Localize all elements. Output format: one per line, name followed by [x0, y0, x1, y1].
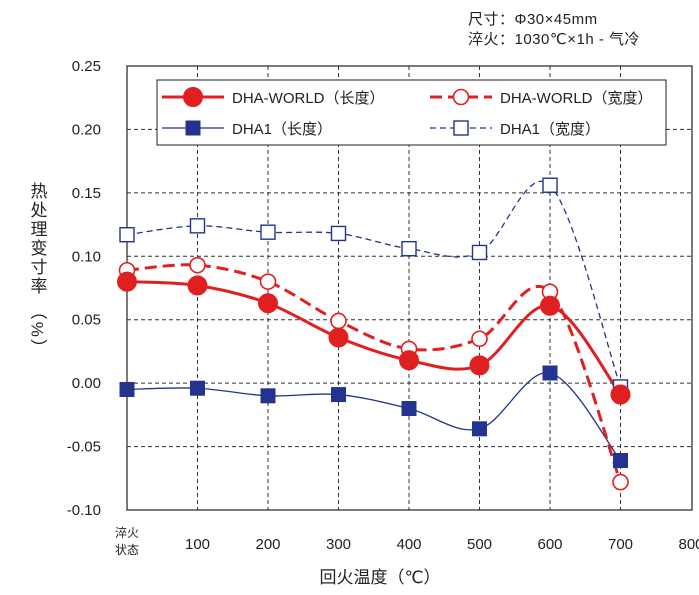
legend-label: DHA1（宽度）: [500, 121, 600, 138]
data-point: [542, 365, 558, 381]
data-point: [469, 355, 490, 376]
y-tick-label: 0.25: [72, 58, 101, 75]
data-point: [612, 473, 629, 491]
data-point: [401, 240, 417, 257]
x-tick-label: 淬火: [115, 525, 139, 540]
x-tick-label: 500: [467, 536, 492, 553]
y-tick-label: 0.00: [72, 375, 101, 392]
x-axis-title: 回火温度（℃）: [319, 568, 441, 587]
x-tick-label: 100: [185, 536, 210, 553]
legend-marker: [453, 120, 469, 136]
legend-label: DHA1（长度）: [232, 121, 332, 138]
data-point: [189, 218, 206, 234]
y-tick-label: -0.05: [67, 439, 101, 456]
x-tick-label: 状态: [115, 543, 139, 557]
legend-marker: [183, 87, 203, 107]
series-markers: [119, 365, 628, 469]
y-tick-label: -0.10: [67, 502, 101, 519]
x-tick-label: 400: [396, 536, 421, 553]
data-point: [119, 227, 135, 243]
x-tick-label: 800: [678, 536, 699, 553]
data-point: [330, 312, 347, 330]
series-markers: [117, 271, 631, 405]
data-point: [613, 453, 628, 469]
y-tick-label: 0.15: [72, 185, 101, 202]
legend: DHA-WORLD（长度） DHA-WORLD（宽度） DHA1（长度） DHA1（宽…: [156, 79, 667, 146]
sample-size-note: 尺寸：Φ30×45mm: [468, 11, 598, 28]
data-point: [119, 381, 135, 397]
data-point: [471, 330, 488, 348]
legend-marker: [452, 88, 470, 106]
legend-label: DHA-WORLD（长度）: [232, 90, 385, 107]
data-point: [259, 273, 277, 290]
data-point: [610, 384, 631, 405]
data-point: [401, 401, 417, 417]
data-point: [260, 388, 276, 404]
data-point: [472, 421, 487, 437]
data-point: [117, 271, 137, 292]
data-point: [328, 327, 349, 348]
legend-label: DHA-WORLD（宽度）: [500, 90, 653, 107]
data-point: [330, 225, 347, 242]
data-point: [542, 177, 558, 193]
data-point: [187, 275, 208, 296]
data-point: [399, 350, 419, 371]
data-point: [540, 295, 560, 316]
data-point: [189, 256, 206, 274]
data-point: [260, 224, 276, 240]
x-tick-label: 300: [326, 536, 351, 553]
y-tick-label: 0.10: [72, 248, 101, 265]
x-tick-label: 200: [255, 536, 280, 553]
quench-condition-note: 淬火：1030℃×1h - 气冷: [468, 31, 640, 48]
data-point: [471, 244, 488, 261]
legend-marker: [185, 120, 201, 136]
y-axis-title: 热处理变寸率 （%）: [27, 182, 47, 358]
legend-box: [156, 79, 667, 146]
x-tick-label: 600: [537, 536, 562, 553]
y-tick-label: 0.20: [72, 121, 101, 138]
y-tick-label: 0.05: [72, 312, 101, 329]
data-point: [190, 380, 205, 396]
x-tick-label: 700: [608, 536, 633, 553]
data-point: [331, 387, 346, 403]
data-point: [258, 293, 278, 314]
